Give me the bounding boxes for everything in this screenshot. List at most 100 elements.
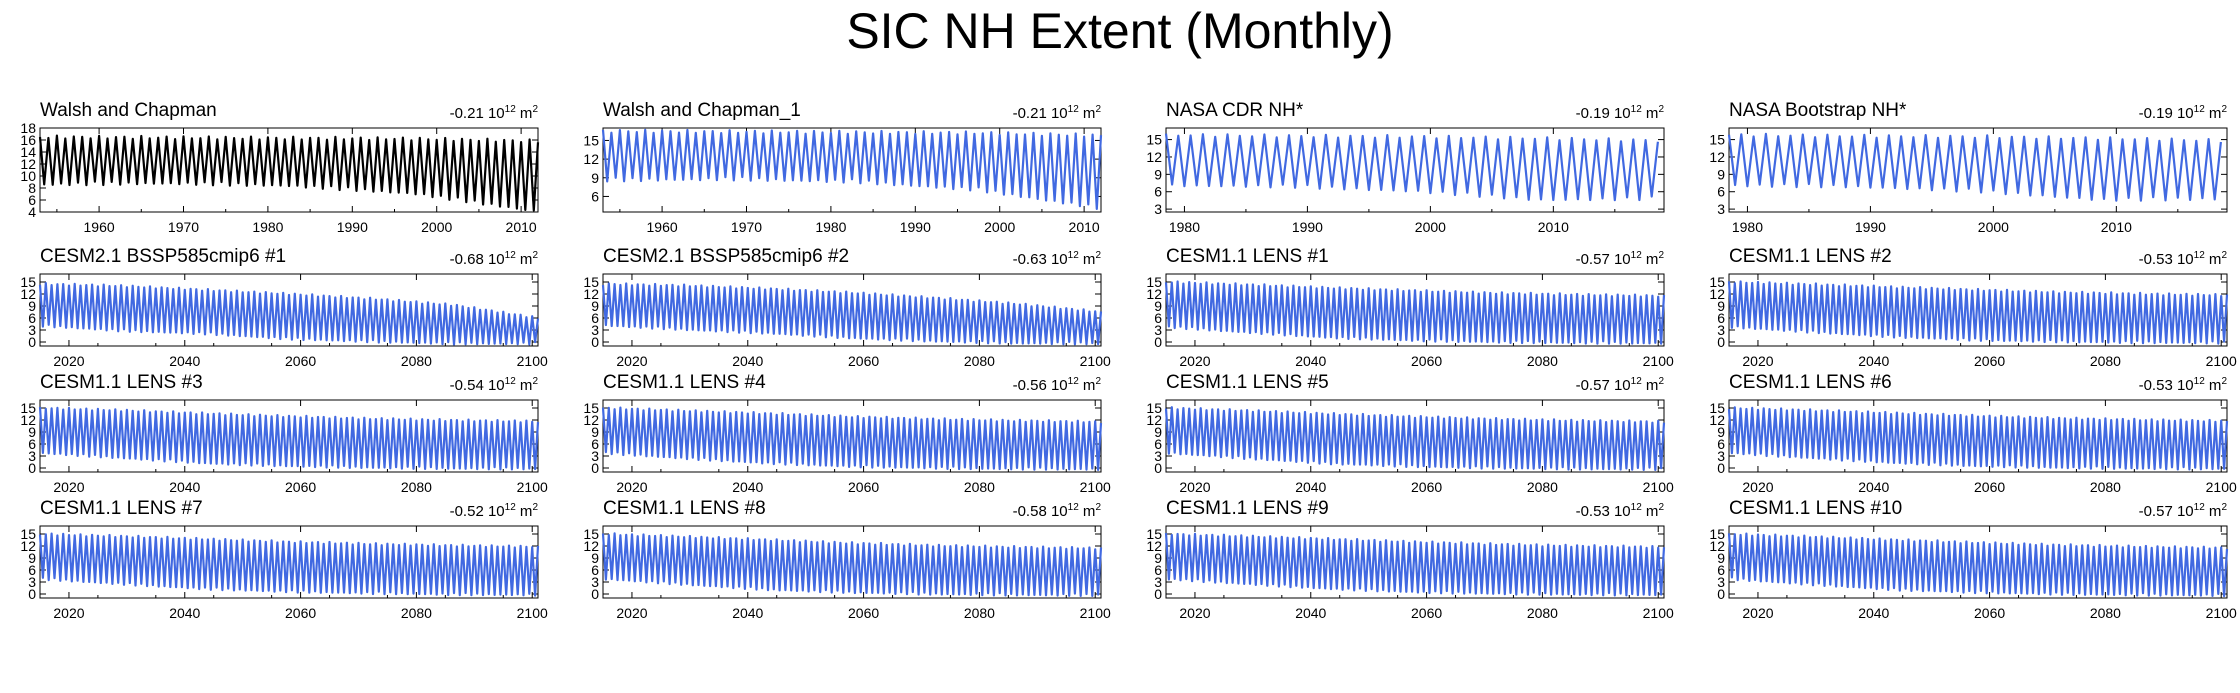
y-tick-label: 12 (20, 156, 36, 172)
trend-label: -0.53 1012 m2 (1576, 502, 1665, 520)
x-tick-label: 2100 (1080, 479, 1111, 495)
trend-unit: m (516, 503, 533, 520)
panel-title: CESM1.1 LENS #8 (603, 498, 766, 519)
y-tick-label: 3 (1154, 574, 1162, 590)
x-tick-label: 2080 (964, 353, 995, 369)
panel-title: CESM1.1 LENS #10 (1729, 498, 1902, 519)
y-tick-label: 3 (591, 322, 599, 338)
panel-title: CESM1.1 LENS #2 (1729, 246, 1892, 267)
plot-frame (602, 273, 1102, 347)
y-tick-label: 15 (1146, 526, 1162, 542)
panel-title: Walsh and Chapman_1 (603, 100, 801, 121)
panel: CESM1.1 LENS #3 -0.54 1012 m2036912152020… (20, 372, 548, 495)
trend-label: -0.57 1012 m2 (1576, 250, 1665, 268)
x-tick-label: 2020 (53, 479, 84, 495)
x-tick-label: 2100 (2206, 605, 2237, 621)
y-tick-label: 0 (1154, 586, 1162, 602)
series-line (1727, 532, 2229, 598)
panel: CESM1.1 LENS #7 -0.52 1012 m2036912152020… (20, 498, 548, 621)
trend-value: -0.19 10 (2139, 105, 2194, 122)
y-tick-label: 9 (1154, 424, 1162, 440)
x-tick-label: 2020 (616, 605, 647, 621)
x-tick-label: 2080 (2090, 605, 2121, 621)
y-tick-label: 12 (583, 151, 599, 167)
panel: NASA Bootstrap NH* -0.19 1012 m2369121519… (1709, 100, 2228, 235)
y-tick-label: 3 (28, 574, 36, 590)
y-tick-label: 9 (591, 298, 599, 314)
trend-unit: m (2205, 251, 2222, 268)
x-tick-label: 2010 (506, 219, 537, 235)
x-tick-label: 2060 (1411, 353, 1442, 369)
y-tick-label: 9 (1717, 166, 1725, 182)
series-line (38, 282, 540, 346)
series-line (1164, 133, 1659, 202)
y-tick-label: 9 (28, 424, 36, 440)
x-tick-label: 2060 (848, 479, 879, 495)
x-tick-label: 2040 (1858, 353, 1889, 369)
y-tick-label: 18 (20, 120, 36, 136)
trend-exponent: 12 (2194, 104, 2206, 115)
trend-unit: m (1642, 503, 1659, 520)
x-tick-label: 2010 (1069, 219, 1100, 235)
trend-exponent: 12 (1068, 376, 1080, 387)
panel-title: CESM1.1 LENS #7 (40, 498, 203, 519)
panel: CESM1.1 LENS #8 -0.58 1012 m2036912152020… (583, 498, 1111, 621)
series-line (601, 128, 1103, 210)
trend-label: -0.57 1012 m2 (1576, 376, 1665, 394)
series-line (1727, 132, 2222, 202)
x-tick-label: 2100 (1080, 605, 1111, 621)
x-tick-label: 2020 (1179, 479, 1210, 495)
x-tick-label: 2020 (1742, 605, 1773, 621)
x-tick-label: 2020 (616, 353, 647, 369)
y-tick-label: 15 (1709, 274, 1725, 290)
x-tick-label: 2020 (616, 479, 647, 495)
trend-value: -0.54 10 (450, 377, 505, 394)
y-tick-label: 15 (1146, 274, 1162, 290)
x-tick-label: 2060 (1974, 353, 2005, 369)
x-tick-label: 1980 (815, 219, 846, 235)
y-tick-label: 15 (1146, 132, 1162, 148)
x-tick-label: 2060 (1974, 605, 2005, 621)
trend-unit: m (2205, 503, 2222, 520)
panel-title: NASA CDR NH* (1166, 100, 1304, 121)
plot-frame (39, 273, 539, 347)
trend-unit: m (2205, 105, 2222, 122)
plot-frame (39, 127, 539, 213)
x-tick-label: 2080 (1527, 353, 1558, 369)
y-tick-label: 12 (583, 286, 599, 302)
trend-label: -0.57 1012 m2 (2139, 502, 2228, 520)
trend-label: -0.21 1012 m2 (1013, 104, 1102, 122)
y-tick-label: 0 (1717, 586, 1725, 602)
trend-value: -0.63 10 (1013, 251, 1068, 268)
trend-unit: m (516, 377, 533, 394)
trend-unit-exponent: 2 (2221, 104, 2227, 115)
x-tick-label: 2040 (1295, 353, 1326, 369)
trend-unit: m (1079, 251, 1096, 268)
y-tick-label: 12 (1146, 538, 1162, 554)
x-tick-label: 1990 (1855, 219, 1886, 235)
panel-title: CESM1.1 LENS #1 (1166, 246, 1329, 267)
trend-label: -0.63 1012 m2 (1013, 250, 1102, 268)
x-tick-label: 2060 (1411, 479, 1442, 495)
panel-title: Walsh and Chapman (40, 100, 217, 121)
x-tick-label: 2080 (2090, 353, 2121, 369)
trend-unit-exponent: 2 (1095, 376, 1101, 387)
x-tick-label: 1980 (1169, 219, 1200, 235)
trend-value: -0.21 10 (1013, 105, 1068, 122)
x-tick-label: 1960 (84, 219, 115, 235)
x-tick-label: 2040 (1858, 479, 1889, 495)
series-line (1727, 280, 2229, 345)
x-tick-label: 2060 (848, 353, 879, 369)
y-tick-label: 0 (591, 460, 599, 476)
trend-label: -0.54 1012 m2 (450, 376, 539, 394)
y-tick-label: 6 (591, 436, 599, 452)
y-tick-label: 15 (1709, 132, 1725, 148)
panel: Walsh and Chapman_1 -0.21 1012 m269121519… (583, 100, 1103, 235)
figure-title: SIC NH Extent (Monthly) (846, 3, 1394, 59)
trend-value: -0.53 10 (2139, 251, 2194, 268)
x-tick-label: 2100 (2206, 353, 2237, 369)
y-tick-label: 6 (1717, 436, 1725, 452)
trend-exponent: 12 (2194, 376, 2206, 387)
panel: CESM1.1 LENS #6 -0.53 1012 m2036912152020… (1709, 372, 2237, 495)
